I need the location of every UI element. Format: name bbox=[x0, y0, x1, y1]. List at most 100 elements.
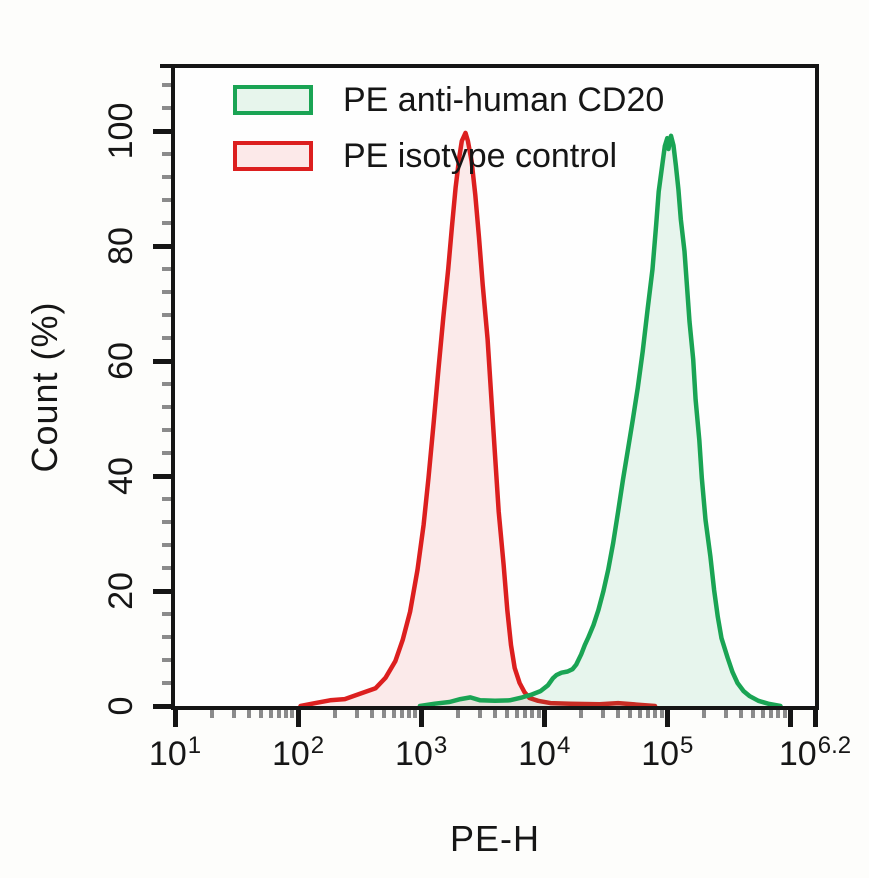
y-tick-label-60: 60 bbox=[102, 342, 140, 381]
y-major-tick bbox=[153, 473, 171, 479]
x-tick-label-10e4: 104 bbox=[518, 731, 571, 773]
x-minor-tick bbox=[616, 710, 621, 718]
y-minor-tick bbox=[162, 83, 171, 88]
y-minor-tick bbox=[162, 497, 171, 502]
x-minor-tick bbox=[659, 710, 664, 718]
legend-item-cd20: PE anti-human CD20 bbox=[233, 83, 664, 117]
x-minor-tick bbox=[628, 710, 633, 718]
x-tick-label-10e5: 105 bbox=[641, 731, 694, 773]
x-minor-tick bbox=[290, 710, 295, 718]
x-minor-tick bbox=[530, 710, 535, 718]
x-minor-tick bbox=[702, 710, 707, 718]
x-minor-tick bbox=[400, 710, 405, 718]
x-minor-tick bbox=[382, 710, 387, 718]
x-minor-tick bbox=[637, 710, 642, 718]
x-minor-tick bbox=[277, 710, 281, 718]
y-major-tick bbox=[153, 358, 171, 364]
x-minor-tick bbox=[391, 710, 396, 718]
legend-item-isotype: PE isotype control bbox=[233, 139, 664, 173]
y-minor-tick bbox=[162, 106, 171, 111]
y-minor-tick bbox=[162, 405, 171, 410]
y-minor-tick bbox=[162, 612, 171, 617]
y-minor-tick bbox=[162, 520, 171, 525]
x-minor-tick bbox=[724, 710, 728, 718]
y-minor-tick bbox=[162, 267, 171, 272]
x-minor-tick bbox=[354, 710, 359, 718]
y-minor-tick bbox=[162, 152, 171, 157]
x-tick-label-10e6.2: 106.2 bbox=[778, 731, 852, 773]
x-major-tick bbox=[172, 710, 178, 727]
x-tick-label-10e2: 102 bbox=[271, 731, 325, 773]
x-major-tick bbox=[418, 710, 424, 727]
legend-swatch-cd20 bbox=[233, 85, 313, 115]
cd20-curve-line bbox=[417, 133, 783, 706]
x-minor-tick bbox=[505, 710, 510, 718]
x-minor-tick bbox=[653, 710, 658, 718]
x-major-tick bbox=[664, 710, 670, 727]
x-major-tick bbox=[295, 710, 301, 727]
cd20-curve-fill bbox=[419, 135, 781, 706]
x-minor-tick bbox=[493, 710, 498, 718]
x-axis-title: PE-H bbox=[449, 818, 541, 859]
legend-label-isotype: PE isotype control bbox=[343, 137, 618, 175]
y-major-tick bbox=[153, 588, 171, 594]
x-minor-tick bbox=[514, 710, 519, 718]
x-minor-tick bbox=[477, 710, 482, 718]
x-minor-tick bbox=[247, 710, 252, 718]
legend: PE anti-human CD20 PE isotype control bbox=[233, 83, 664, 173]
x-tick-label-10e3: 103 bbox=[395, 731, 448, 773]
isotype-curve-fill bbox=[300, 132, 655, 706]
x-minor-tick bbox=[769, 710, 774, 718]
y-minor-tick bbox=[162, 336, 171, 341]
x-minor-tick bbox=[751, 710, 756, 718]
frame-corner-overhang bbox=[160, 64, 172, 68]
x-minor-tick bbox=[284, 710, 289, 718]
y-minor-tick bbox=[162, 382, 171, 387]
y-minor-tick bbox=[162, 566, 171, 571]
y-major-tick bbox=[153, 703, 171, 709]
x-minor-tick bbox=[523, 710, 528, 718]
x-minor-tick bbox=[776, 710, 781, 718]
plot-area bbox=[171, 64, 819, 710]
x-minor-tick bbox=[268, 710, 273, 718]
y-major-tick bbox=[153, 243, 171, 249]
x-minor-tick bbox=[259, 710, 264, 718]
y-minor-tick bbox=[162, 658, 171, 663]
x-minor-tick bbox=[600, 710, 605, 718]
x-minor-tick bbox=[210, 710, 215, 718]
x-minor-tick bbox=[536, 710, 541, 718]
x-major-tick bbox=[541, 710, 547, 727]
y-minor-tick bbox=[162, 543, 171, 548]
y-tick-label-80: 80 bbox=[102, 227, 140, 266]
x-minor-tick bbox=[413, 710, 418, 718]
y-major-tick bbox=[153, 128, 171, 134]
x-minor-tick bbox=[456, 710, 461, 718]
x-minor-tick bbox=[761, 710, 766, 718]
x-major-tick bbox=[812, 710, 818, 727]
x-minor-tick bbox=[333, 710, 338, 718]
x-major-tick bbox=[787, 710, 793, 727]
x-minor-tick bbox=[407, 710, 412, 718]
x-minor-tick bbox=[739, 710, 744, 718]
x-minor-tick bbox=[370, 710, 375, 718]
y-minor-tick bbox=[162, 313, 171, 318]
y-minor-tick bbox=[162, 198, 171, 203]
histogram-svg bbox=[298, 130, 783, 706]
y-minor-tick bbox=[162, 635, 171, 640]
y-minor-tick bbox=[162, 175, 171, 180]
x-minor-tick bbox=[231, 710, 236, 718]
y-tick-label-0: 0 bbox=[102, 696, 140, 716]
y-minor-tick bbox=[162, 290, 171, 295]
y-tick-label-100: 100 bbox=[102, 102, 140, 160]
legend-label-cd20: PE anti-human CD20 bbox=[343, 81, 665, 119]
x-minor-tick bbox=[646, 710, 651, 718]
legend-swatch-isotype bbox=[233, 141, 313, 171]
y-tick-label-40: 40 bbox=[102, 457, 140, 495]
x-minor-tick bbox=[579, 710, 584, 718]
x-tick-label-10e1: 101 bbox=[148, 731, 202, 773]
y-minor-tick bbox=[162, 428, 171, 433]
y-minor-tick bbox=[162, 451, 171, 456]
y-minor-tick bbox=[162, 221, 171, 226]
y-minor-tick bbox=[162, 681, 171, 685]
